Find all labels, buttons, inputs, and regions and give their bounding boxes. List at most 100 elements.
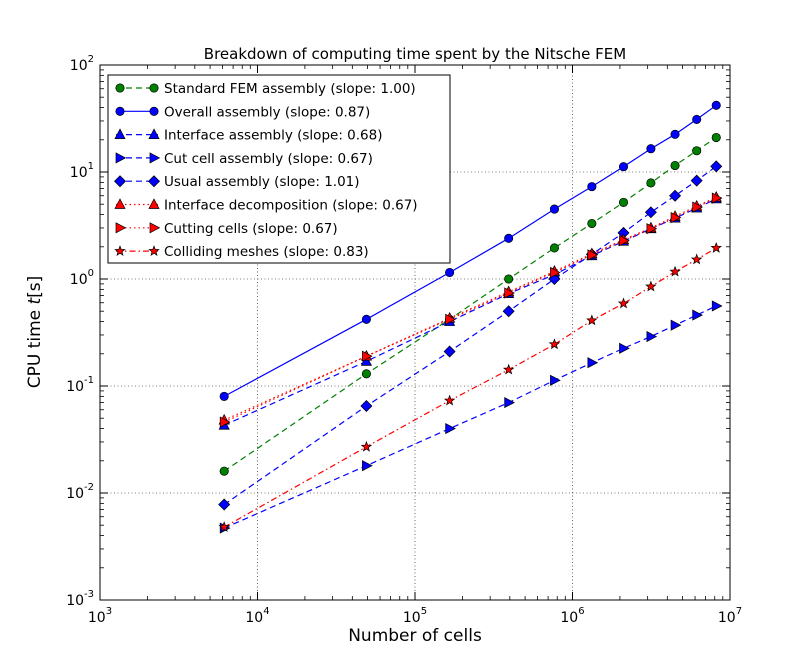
x-axis-label: Number of cells (348, 626, 482, 646)
legend-marker (148, 175, 160, 188)
y-tick-base: 10 (70, 58, 88, 74)
y-tick-label: 10-2 (66, 482, 94, 502)
legend-entry: Interface assembly (slope: 0.68) (114, 128, 382, 144)
legend-label: Overall assembly (slope: 0.87) (164, 104, 370, 120)
data-point (690, 253, 703, 265)
legend-marker (149, 152, 161, 164)
data-point (219, 466, 229, 476)
data-point (690, 174, 703, 187)
y-tick-label: 10-3 (66, 589, 94, 609)
data-point (443, 394, 456, 406)
legend-entry: Cutting cells (slope: 0.67) (115, 221, 338, 237)
data-point (586, 314, 598, 326)
y-tick-base: 10 (66, 486, 84, 502)
legend-marker (114, 245, 126, 256)
data-point (549, 204, 559, 214)
data-point (445, 423, 456, 435)
x-tick-base: 10 (88, 610, 106, 626)
data-point (548, 338, 561, 350)
data-point (692, 309, 703, 321)
data-point (587, 182, 597, 192)
y-tick-label: 100 (70, 268, 94, 288)
legend-marker (149, 83, 159, 93)
data-point (670, 319, 682, 331)
data-point (669, 189, 682, 202)
data-point (618, 162, 629, 172)
data-point (587, 218, 597, 229)
data-point (710, 241, 722, 253)
y-axis-label-variable: t (25, 297, 45, 305)
data-point (669, 265, 681, 277)
data-point (619, 235, 630, 247)
data-point (361, 369, 371, 379)
data-point (550, 266, 561, 279)
x-tick-base: 10 (245, 610, 263, 626)
data-point (692, 146, 702, 156)
data-point (504, 233, 514, 243)
x-tick-exponent: 4 (263, 606, 269, 617)
legend-label: Standard FEM assembly (slope: 1.00) (164, 81, 416, 97)
legend-entry: Colliding meshes (slope: 0.83) (114, 244, 369, 260)
data-point (218, 521, 230, 532)
data-point (443, 345, 456, 358)
data-point (711, 300, 723, 312)
data-point (617, 297, 630, 309)
x-tick-label: 104 (245, 606, 269, 626)
x-tick-base: 10 (403, 610, 421, 626)
series-7 (219, 192, 723, 428)
legend-label: Interface decomposition (slope: 0.67) (164, 198, 418, 214)
y-axis-label: CPU time t[s] (25, 276, 45, 389)
legend-marker (148, 245, 160, 256)
x-tick-label: 105 (403, 606, 427, 626)
legend-marker (115, 106, 125, 116)
legend-label: Usual assembly (slope: 1.01) (164, 174, 360, 190)
data-point (710, 160, 723, 173)
data-point (587, 357, 599, 369)
data-point (711, 192, 723, 204)
legend-label: Cut cell assembly (slope: 0.67) (164, 151, 373, 167)
data-point (360, 440, 373, 452)
y-tick-base: 10 (70, 165, 88, 181)
data-point (445, 267, 455, 278)
y-tick-base: 10 (70, 272, 88, 288)
data-point (549, 243, 559, 253)
data-point (711, 132, 721, 143)
legend-label: Colliding meshes (slope: 0.83) (164, 244, 369, 260)
legend-marker (148, 198, 160, 209)
data-point (645, 280, 657, 292)
data-point (619, 342, 630, 354)
x-tick-base: 10 (718, 610, 736, 626)
data-point (646, 223, 658, 235)
series-line (223, 196, 717, 421)
data-point (362, 460, 373, 472)
data-point (644, 206, 657, 219)
legend: Standard FEM assembly (slope: 1.00) Overa… (107, 74, 451, 264)
data-point (692, 114, 702, 124)
legend-entry: Overall assembly (slope: 0.87) (115, 104, 370, 120)
legend-marker (148, 128, 160, 139)
legend-entry: Interface decomposition (slope: 0.67) (114, 198, 418, 214)
data-point (670, 160, 680, 171)
series-8 (218, 241, 722, 532)
series-line (223, 197, 717, 423)
legend-marker (115, 152, 127, 164)
data-point (360, 400, 373, 413)
chart-title: Breakdown of computing time spent by the… (204, 45, 626, 63)
legend-label: Interface assembly (slope: 0.68) (164, 128, 382, 144)
data-point (502, 363, 515, 375)
data-point (711, 100, 721, 110)
legend-marker (115, 83, 125, 93)
data-point (219, 391, 229, 401)
data-point (618, 197, 629, 207)
x-tick-exponent: 7 (736, 606, 742, 617)
y-tick-exponent: 0 (88, 268, 94, 279)
y-tick-exponent: 2 (88, 54, 94, 65)
y-tick-base: 10 (66, 379, 84, 395)
legend-marker (149, 106, 159, 116)
legend-marker (114, 128, 126, 139)
data-point (504, 274, 514, 284)
y-tick-base: 10 (66, 593, 84, 609)
data-point (670, 212, 682, 224)
